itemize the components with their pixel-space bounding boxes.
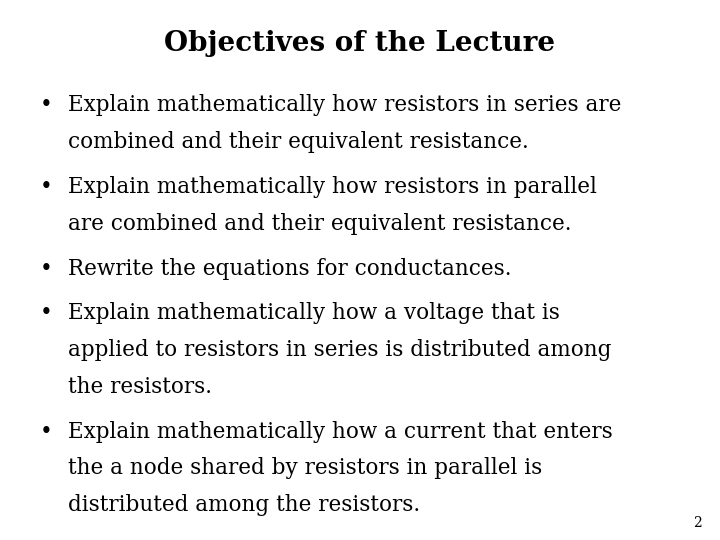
Text: •: •: [40, 176, 53, 198]
Text: the resistors.: the resistors.: [68, 376, 212, 398]
Text: Rewrite the equations for conductances.: Rewrite the equations for conductances.: [68, 258, 512, 280]
Text: are combined and their equivalent resistance.: are combined and their equivalent resist…: [68, 213, 572, 235]
Text: Explain mathematically how a voltage that is: Explain mathematically how a voltage tha…: [68, 302, 560, 325]
Text: 2: 2: [693, 516, 702, 530]
Text: Explain mathematically how a current that enters: Explain mathematically how a current tha…: [68, 421, 613, 443]
Text: the a node shared by resistors in parallel is: the a node shared by resistors in parall…: [68, 457, 543, 480]
Text: distributed among the resistors.: distributed among the resistors.: [68, 494, 420, 516]
Text: •: •: [40, 421, 53, 443]
Text: •: •: [40, 302, 53, 325]
Text: •: •: [40, 94, 53, 117]
Text: Explain mathematically how resistors in parallel: Explain mathematically how resistors in …: [68, 176, 598, 198]
Text: applied to resistors in series is distributed among: applied to resistors in series is distri…: [68, 339, 612, 361]
Text: Explain mathematically how resistors in series are: Explain mathematically how resistors in …: [68, 94, 622, 117]
Text: combined and their equivalent resistance.: combined and their equivalent resistance…: [68, 131, 529, 153]
Text: •: •: [40, 258, 53, 280]
Text: Objectives of the Lecture: Objectives of the Lecture: [164, 30, 556, 57]
